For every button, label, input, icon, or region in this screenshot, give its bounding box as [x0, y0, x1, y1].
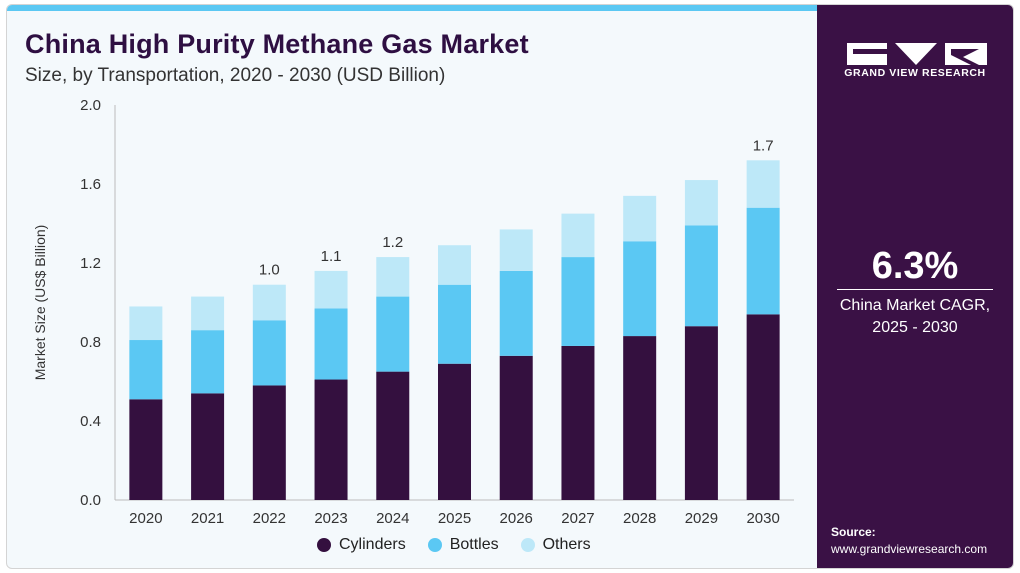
y-tick-label: 1.6	[80, 176, 101, 193]
chart-title: China High Purity Methane Gas Market	[25, 29, 529, 59]
grand-view-research-logo-icon	[847, 43, 987, 65]
x-tick-label: 2030	[746, 510, 779, 527]
data-label-2022: 1.0	[259, 262, 280, 279]
y-axis-label: Market Size (US$ Billion)	[32, 225, 48, 381]
x-tick-label: 2027	[561, 510, 594, 527]
chart-labels: 2020 2021 2022 2023 2024 2025 2026 2027 2028 2029…	[129, 137, 780, 527]
data-label-2030: 1.7	[753, 137, 774, 154]
bar-others-2027	[561, 213, 595, 258]
legend-swatch-cylinders	[317, 538, 331, 552]
x-tick-label: 2020	[129, 510, 162, 527]
bar-cylinders-2024	[376, 371, 410, 500]
bar-cylinders-2021	[191, 393, 225, 500]
y-tick-label: 0.8	[80, 334, 101, 351]
bar-bottles-2024	[376, 296, 410, 372]
bar-others-2025	[438, 245, 471, 285]
legend-label-others: Others	[542, 536, 591, 553]
bar-cylinders-2027	[561, 345, 595, 500]
x-tick-label: 2025	[438, 510, 471, 527]
bar-bottles-2025	[438, 284, 471, 364]
x-tick-label: 2024	[376, 510, 409, 527]
bar-bottles-2029	[684, 225, 718, 327]
legend-swatch-bottles	[427, 538, 442, 552]
bar-cylinders-2023	[314, 379, 348, 500]
source-label: Source:	[831, 525, 876, 539]
chart-bars	[129, 160, 780, 500]
x-tick-label: 2021	[191, 510, 224, 527]
x-tick-label: 2026	[500, 510, 533, 527]
bar-others-2022	[252, 284, 286, 321]
bar-bottles-2030	[746, 207, 780, 315]
logo-text: GRAND VIEW RESEARCH	[844, 67, 986, 79]
bar-cylinders-2025	[438, 363, 471, 500]
sidebar-panel: GRAND VIEW RESEARCH 6.3% China Market CA…	[817, 5, 1013, 568]
bar-chart: 0.0 0.4 0.8 1.2 1.6 2.0 Market Size (US$ Billi…	[32, 97, 794, 527]
cagr-value: 6.3%	[871, 245, 959, 287]
cagr-label-line1: China Market CAGR,	[839, 297, 991, 314]
bar-bottles-2022	[252, 320, 286, 386]
bar-others-2029	[684, 180, 718, 226]
bar-bottles-2020	[129, 340, 163, 400]
x-tick-label: 2022	[253, 510, 286, 527]
legend-label-bottles: Bottles	[449, 536, 499, 553]
chart-card: China High Purity Methane Gas Market Siz…	[6, 4, 1014, 569]
cagr-label-line2: 2025 - 2030	[872, 319, 958, 336]
y-tick-label: 0.4	[80, 413, 101, 430]
accent-bar	[7, 5, 819, 11]
chart-subtitle: Size, by Transportation, 2020 - 2030 (US…	[25, 65, 446, 86]
bar-cylinders-2026	[499, 355, 533, 500]
bar-bottles-2026	[499, 270, 533, 356]
bar-others-2030	[746, 160, 780, 208]
legend-swatch-others	[520, 538, 535, 552]
cagr-label: China Market CAGR, 2025 - 2030	[817, 295, 1013, 339]
x-tick-label: 2028	[623, 510, 656, 527]
bar-bottles-2027	[561, 257, 595, 346]
legend-label-cylinders: Cylinders	[339, 536, 406, 553]
cagr-divider	[837, 289, 993, 290]
x-tick-label: 2023	[314, 510, 347, 527]
bar-others-2021	[191, 296, 225, 331]
chart-axes: 0.0 0.4 0.8 1.2 1.6 2.0 Market Size (US$ Billi…	[32, 97, 794, 509]
chart-legend: Cylinders Bottles Others	[317, 536, 591, 554]
bar-bottles-2023	[314, 308, 348, 380]
bar-others-2023	[314, 270, 348, 309]
bar-others-2026	[499, 229, 533, 271]
legend-item-others: Others	[520, 536, 591, 554]
bar-bottles-2021	[191, 330, 225, 394]
bar-cylinders-2028	[623, 336, 657, 500]
bar-others-2020	[129, 306, 163, 341]
legend-item-cylinders: Cylinders	[317, 536, 406, 554]
data-label-2024: 1.2	[382, 234, 403, 251]
data-label-2023: 1.1	[321, 248, 342, 265]
bar-cylinders-2029	[684, 326, 718, 500]
bar-bottles-2028	[623, 241, 657, 337]
source-url: www.grandviewresearch.com	[831, 542, 988, 556]
bar-cylinders-2030	[746, 314, 780, 500]
bar-others-2024	[376, 257, 410, 297]
y-tick-label: 0.0	[80, 492, 101, 509]
x-tick-label: 2029	[685, 510, 718, 527]
bar-cylinders-2022	[252, 385, 286, 500]
bar-others-2028	[623, 195, 657, 242]
y-tick-label: 2.0	[80, 97, 101, 114]
legend-item-bottles: Bottles	[427, 536, 499, 554]
y-tick-label: 1.2	[80, 255, 101, 272]
bar-cylinders-2020	[129, 399, 163, 500]
